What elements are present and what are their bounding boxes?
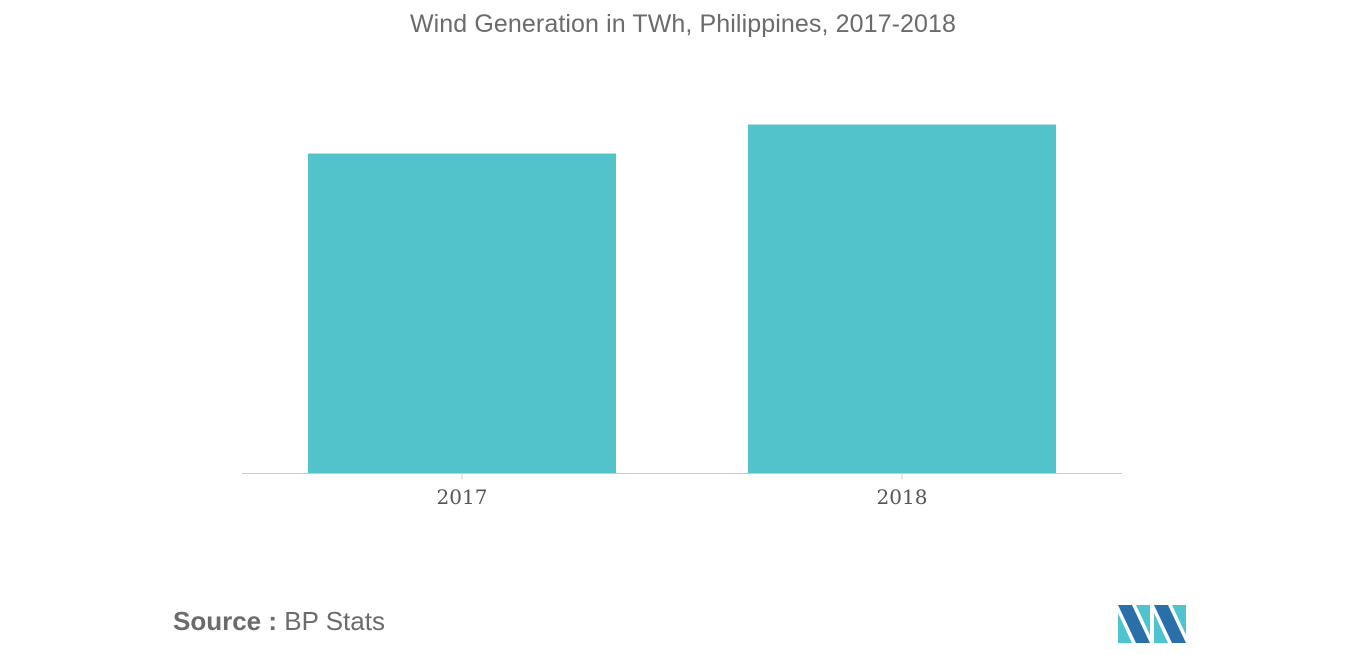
tick-labels-group: 2017 2018 (437, 485, 928, 509)
ticks-group (461, 473, 903, 479)
logo-middle-light-part (1136, 605, 1150, 635)
source-text: BP Stats (284, 606, 385, 636)
bars-group (308, 124, 1056, 474)
x-tick-label-2017: 2017 (437, 485, 488, 509)
logo-right-light-part (1154, 613, 1168, 643)
bar-2018 (748, 124, 1056, 474)
logo-right-top-light-part (1172, 605, 1186, 635)
bar-2017 (308, 153, 616, 473)
logo-left-dark-part (1118, 605, 1150, 643)
source-note: Source : BP Stats (173, 606, 385, 637)
chart-title: Wind Generation in TWh, Philippines, 201… (409, 10, 957, 38)
logo-left-light-part (1118, 613, 1132, 643)
x-tick-label-2018: 2018 (877, 485, 928, 509)
mordor-intelligence-logo-icon (1118, 605, 1186, 643)
logo-right-dark-part (1154, 605, 1186, 643)
source-label: Source : (173, 606, 278, 636)
